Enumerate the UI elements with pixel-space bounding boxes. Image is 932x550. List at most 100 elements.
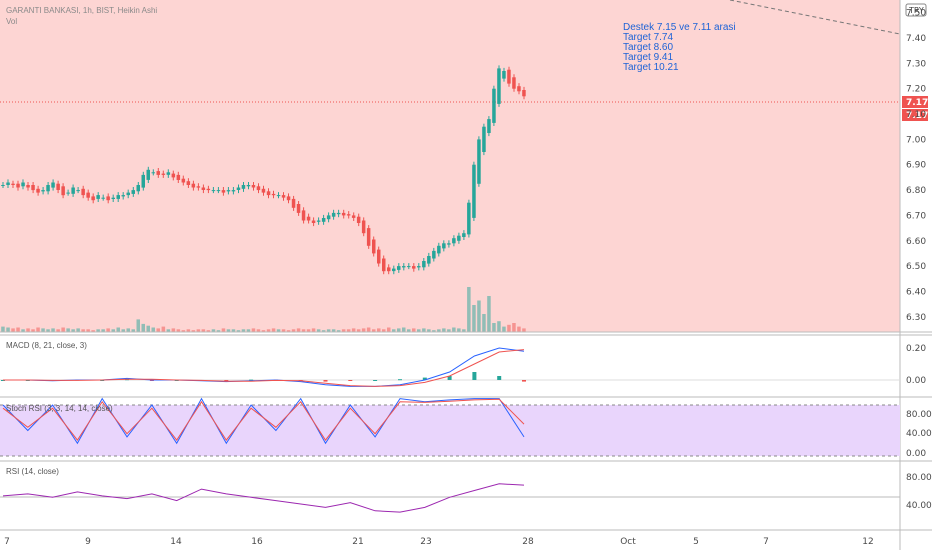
volume-bar: [121, 329, 125, 332]
candle-body: [101, 197, 105, 199]
volume-bar: [477, 300, 481, 332]
stoch-tick-80: 80.00: [906, 410, 932, 420]
volume-bar: [11, 328, 15, 332]
candle-body: [266, 191, 271, 196]
candle-body: [467, 202, 471, 235]
candle-body: [236, 187, 241, 190]
candle-body: [316, 220, 321, 222]
volume-bar: [392, 329, 396, 332]
candle-body: [76, 190, 80, 192]
main-pane-background: [0, 0, 900, 332]
candle-body: [96, 195, 100, 199]
volume-bar: [81, 329, 85, 332]
candle-body: [241, 185, 246, 189]
candle-body: [447, 243, 451, 245]
candle-body: [121, 195, 125, 197]
currency-label: TRY: [908, 6, 924, 15]
volume-bar: [176, 329, 181, 332]
volume-bar: [136, 319, 140, 332]
candle-body: [497, 68, 501, 104]
volume-bar: [146, 325, 150, 332]
volume-bar: [56, 329, 60, 332]
annotation-target-2: Target 8.60: [623, 42, 673, 53]
candlesticks: [1, 65, 526, 275]
time-axis: 7 9 14 16 21 23 28 Oct 5 7 12: [4, 537, 874, 547]
currency-box[interactable]: [905, 3, 927, 17]
volume-bar: [156, 328, 160, 332]
candle-body: [166, 172, 171, 175]
volume-bar: [412, 328, 416, 332]
candle-body: [512, 77, 516, 89]
macd-histogram-bar: [522, 380, 526, 382]
volume-bar: [196, 329, 201, 332]
candle-body: [462, 233, 466, 237]
volume-bar: [502, 326, 506, 332]
candle-body: [291, 198, 296, 208]
candle-body: [326, 215, 331, 220]
candle-body: [151, 172, 155, 174]
rsi-tick-40: 40.00: [906, 501, 932, 511]
time-tick-label: 7: [4, 537, 10, 547]
candle-body: [106, 196, 110, 201]
candle-body: [21, 182, 25, 187]
volume-bar: [341, 329, 346, 332]
candle-body: [1, 185, 5, 186]
volume-bar: [201, 329, 206, 332]
volume-bar: [276, 329, 281, 332]
candle-body: [412, 266, 416, 269]
candle-body: [366, 228, 371, 246]
candle-body: [387, 267, 391, 272]
macd-histogram-bar: [472, 372, 477, 380]
volume-bar: [517, 326, 521, 332]
volume-bar: [116, 327, 120, 332]
volume-bar: [291, 329, 296, 332]
volume-bar: [101, 329, 105, 332]
candle-body: [111, 197, 115, 199]
candle-body: [41, 190, 45, 192]
macd-signal-line: [3, 349, 525, 387]
volume-bar: [86, 329, 90, 332]
volume-bar: [377, 328, 381, 332]
macd-title: MACD (8, 21, close, 3): [6, 341, 87, 350]
candle-body: [171, 173, 176, 178]
price-tick-label: 7.50: [906, 9, 926, 19]
annotation-support: Destek 7.15 ve 7.11 arasi: [623, 22, 736, 33]
volume-bar: [126, 328, 130, 332]
candle-body: [26, 185, 30, 188]
candle-body: [336, 212, 341, 215]
volume-bar: [166, 329, 171, 332]
candle-body: [221, 190, 226, 193]
volume-bar: [361, 328, 366, 332]
price-tick-label: 7.10: [906, 110, 926, 120]
volume-bar: [447, 329, 451, 332]
candle-body: [6, 182, 10, 185]
candle-body: [517, 86, 521, 92]
volume-bar: [141, 323, 145, 332]
volume-bar: [336, 330, 341, 332]
volume-bar: [31, 329, 35, 332]
candle-body: [402, 266, 406, 268]
volume-bar: [61, 327, 65, 332]
candle-body: [156, 171, 160, 175]
candle-body: [522, 90, 526, 97]
candle-body: [382, 258, 386, 272]
candle-body: [417, 266, 421, 268]
volume-bar: [462, 329, 466, 332]
time-tick-label: 12: [862, 537, 873, 547]
chart-title: GARANTI BANKASI, 1h, BIST, Heikin Ashi: [6, 6, 157, 15]
volume-bar: [301, 329, 306, 332]
volume-bar: [231, 329, 236, 332]
volume-bar: [306, 329, 311, 332]
candle-body: [377, 249, 381, 264]
volume-bar: [382, 329, 386, 332]
volume-bar: [151, 327, 155, 332]
candle-body: [51, 182, 55, 188]
candle-body: [66, 192, 70, 194]
volume-bar: [407, 329, 411, 332]
candle-body: [201, 187, 206, 190]
price-tick-label: 6.80: [906, 186, 926, 196]
annotation-target-4: Target 10.21: [623, 62, 679, 73]
candle-body: [482, 126, 486, 152]
price-tick-label: 6.90: [906, 161, 926, 171]
volume-bar: [111, 329, 115, 332]
